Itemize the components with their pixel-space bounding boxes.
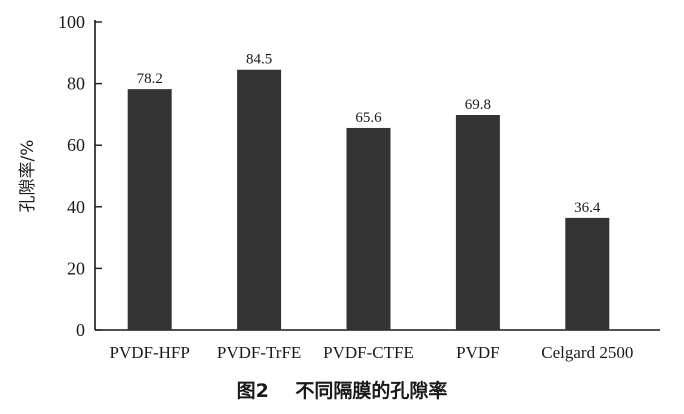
bar-value-label: 69.8 (465, 97, 491, 113)
bar-chart: 0 20 40 60 80 100 孔隙率/% 78.2 PVDF-HFP 84.5 PVDF-Tr… (18, 12, 660, 362)
x-tick-label: PVDF (456, 343, 499, 362)
x-tick-label: Celgard 2500 (541, 343, 633, 362)
y-tick-label: 80 (67, 74, 85, 94)
y-tick-label: 100 (58, 12, 85, 32)
bar (346, 127, 391, 331)
bar (455, 115, 500, 331)
bar-value-label: 36.4 (574, 200, 601, 216)
x-tick-label: PVDF-HFP (110, 343, 190, 362)
bar (127, 89, 172, 330)
bar (565, 217, 610, 330)
bar-value-label: 84.5 (246, 52, 272, 68)
bar-value-label: 78.2 (137, 71, 163, 87)
y-tick-label: 40 (67, 197, 85, 217)
y-tick-label: 20 (67, 258, 85, 278)
bar-value-label: 65.6 (355, 110, 382, 126)
y-axis-label: 孔隙率/% (18, 140, 38, 213)
x-tick-label: PVDF-TrFE (217, 343, 301, 362)
figure-caption: 图2 不同隔膜的孔隙率 (236, 380, 448, 402)
x-tick-label: PVDF-CTFE (323, 343, 414, 362)
y-tick-label: 60 (67, 135, 85, 155)
bar (237, 69, 282, 331)
y-tick-label: 0 (76, 320, 85, 340)
